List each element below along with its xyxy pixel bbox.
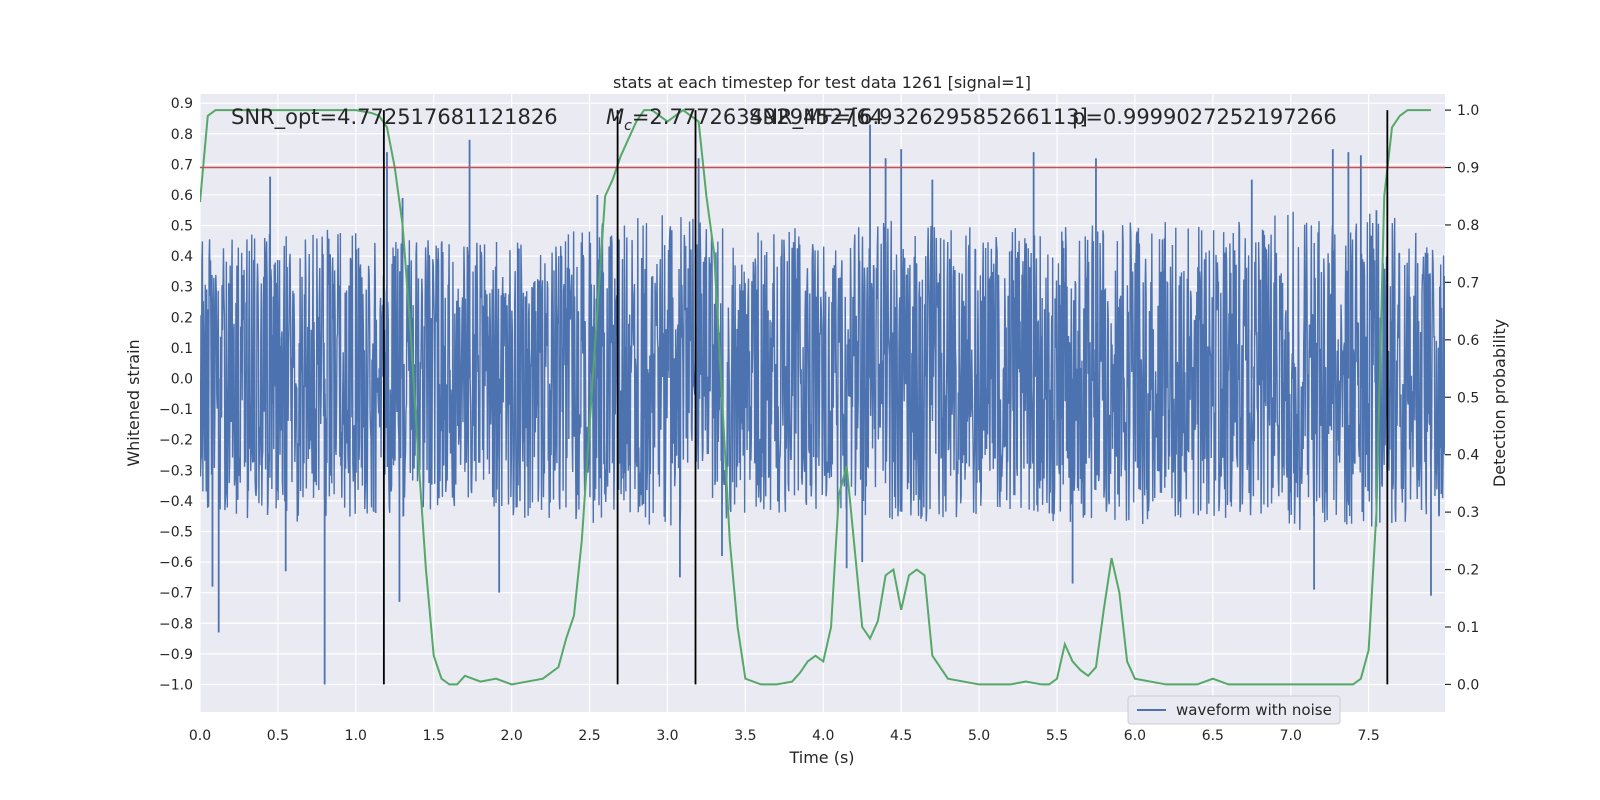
x-tick-label: 0.0 [189, 728, 211, 744]
x-tick-label: 5.0 [968, 728, 990, 744]
y-tick-label: 0.6 [171, 188, 193, 204]
y-tick-label: −0.8 [159, 616, 193, 632]
y-tick-label: 0.2 [171, 310, 193, 326]
y-tick-label: 0.8 [171, 127, 193, 143]
x-axis-label: Time (s) [788, 748, 854, 767]
y2-tick-label: 0.1 [1457, 620, 1479, 636]
y2-tick-label: 0.9 [1457, 161, 1479, 177]
waveform-series [200, 124, 1445, 685]
annotation-p: p=0.9999027252197266 [1072, 105, 1337, 129]
y2-tick-label: 0.4 [1457, 448, 1479, 464]
x-tick-labels: 0.0 0.5 1.0 1.5 2.0 2.5 3.0 3.5 4.0 4.5 5.0 5.5 6.0 6… [189, 728, 1380, 744]
y-tick-label: −0.3 [159, 463, 193, 479]
waveform-line [200, 211, 1445, 530]
y-tick-label: 0.9 [171, 96, 193, 112]
x-tick-label: 2.0 [501, 728, 523, 744]
x-tick-label: 3.5 [734, 728, 756, 744]
annotation-mc-sub: c [624, 118, 632, 134]
x-tick-label: 5.5 [1046, 728, 1068, 744]
y-tick-label: −0.9 [159, 647, 193, 663]
y2-tick-label: 0.0 [1457, 677, 1479, 693]
y-tick-label: −1.0 [159, 677, 193, 693]
legend-box [1127, 695, 1341, 725]
y2-tick-label: 0.8 [1457, 218, 1479, 234]
y2-tick-labels: 0.0 0.1 0.2 0.3 0.4 0.5 0.6 0.7 0.8 0.9 1.0 [1445, 103, 1479, 693]
x-tick-label: 0.5 [267, 728, 289, 744]
probability-series [200, 108, 1431, 686]
annotation-mc: Mc=2.7772634929452764 [606, 105, 883, 134]
annotation-mc-value: =2.7772634929452764 [632, 105, 883, 129]
x-tick-label: 4.5 [890, 728, 912, 744]
y2-tick-label: 0.3 [1457, 505, 1479, 521]
x-tick-label: 2.5 [578, 728, 600, 744]
y-tick-label: 0.3 [171, 280, 193, 296]
x-tick-label: 7.0 [1280, 728, 1302, 744]
y2-axis-label: Detection probability [1490, 319, 1509, 487]
annotation-snr-mf: SNR_MF=[6.932629585266113] [749, 105, 1088, 130]
y-tick-label: −0.6 [159, 555, 193, 571]
annotation-snr-opt: SNR_opt=4.772517681121826 [231, 105, 558, 130]
y2-tick-label: 1.0 [1457, 103, 1479, 119]
legend: waveform with noise [1127, 695, 1341, 725]
x-tick-label: 4.0 [812, 728, 834, 744]
legend-entry-waveform: waveform with noise [1176, 701, 1332, 719]
y2-tick-label: 0.5 [1457, 390, 1479, 406]
y2-tick-label: 0.7 [1457, 275, 1479, 291]
vertical-markers [200, 110, 1445, 685]
y-tick-label: −0.2 [159, 433, 193, 449]
chart-title: stats at each timestep for test data 126… [613, 73, 1031, 92]
y2-tick-label: 0.2 [1457, 563, 1479, 579]
x-tick-label: 1.5 [423, 728, 445, 744]
y-tick-label: 0.1 [171, 341, 193, 357]
y-tick-label: 0.0 [171, 372, 193, 388]
y-tick-label: 0.5 [171, 219, 193, 235]
y-tick-label: −0.4 [159, 494, 193, 510]
x-tick-label: 1.0 [345, 728, 367, 744]
y2-tick-label: 0.6 [1457, 333, 1479, 349]
probability-line [200, 108, 1431, 686]
y-tick-labels: 0.9 0.8 0.7 0.6 0.5 0.4 0.3 0.2 0.1 0.0 −0.1 −0.2 −0… [159, 96, 193, 693]
x-tick-label: 3.0 [656, 728, 678, 744]
y-tick-label: 0.7 [171, 157, 193, 173]
y-tick-label: −0.7 [159, 586, 193, 602]
y-tick-label: −0.1 [159, 402, 193, 418]
y-tick-label: −0.5 [159, 524, 193, 540]
x-tick-label: 7.5 [1358, 728, 1380, 744]
x-tick-label: 6.5 [1202, 728, 1224, 744]
y-tick-label: 0.4 [171, 249, 193, 265]
x-tick-label: 6.0 [1124, 728, 1146, 744]
annotation-mc-prefix: M [606, 105, 624, 129]
y-axis-label: Whitened strain [124, 339, 143, 466]
